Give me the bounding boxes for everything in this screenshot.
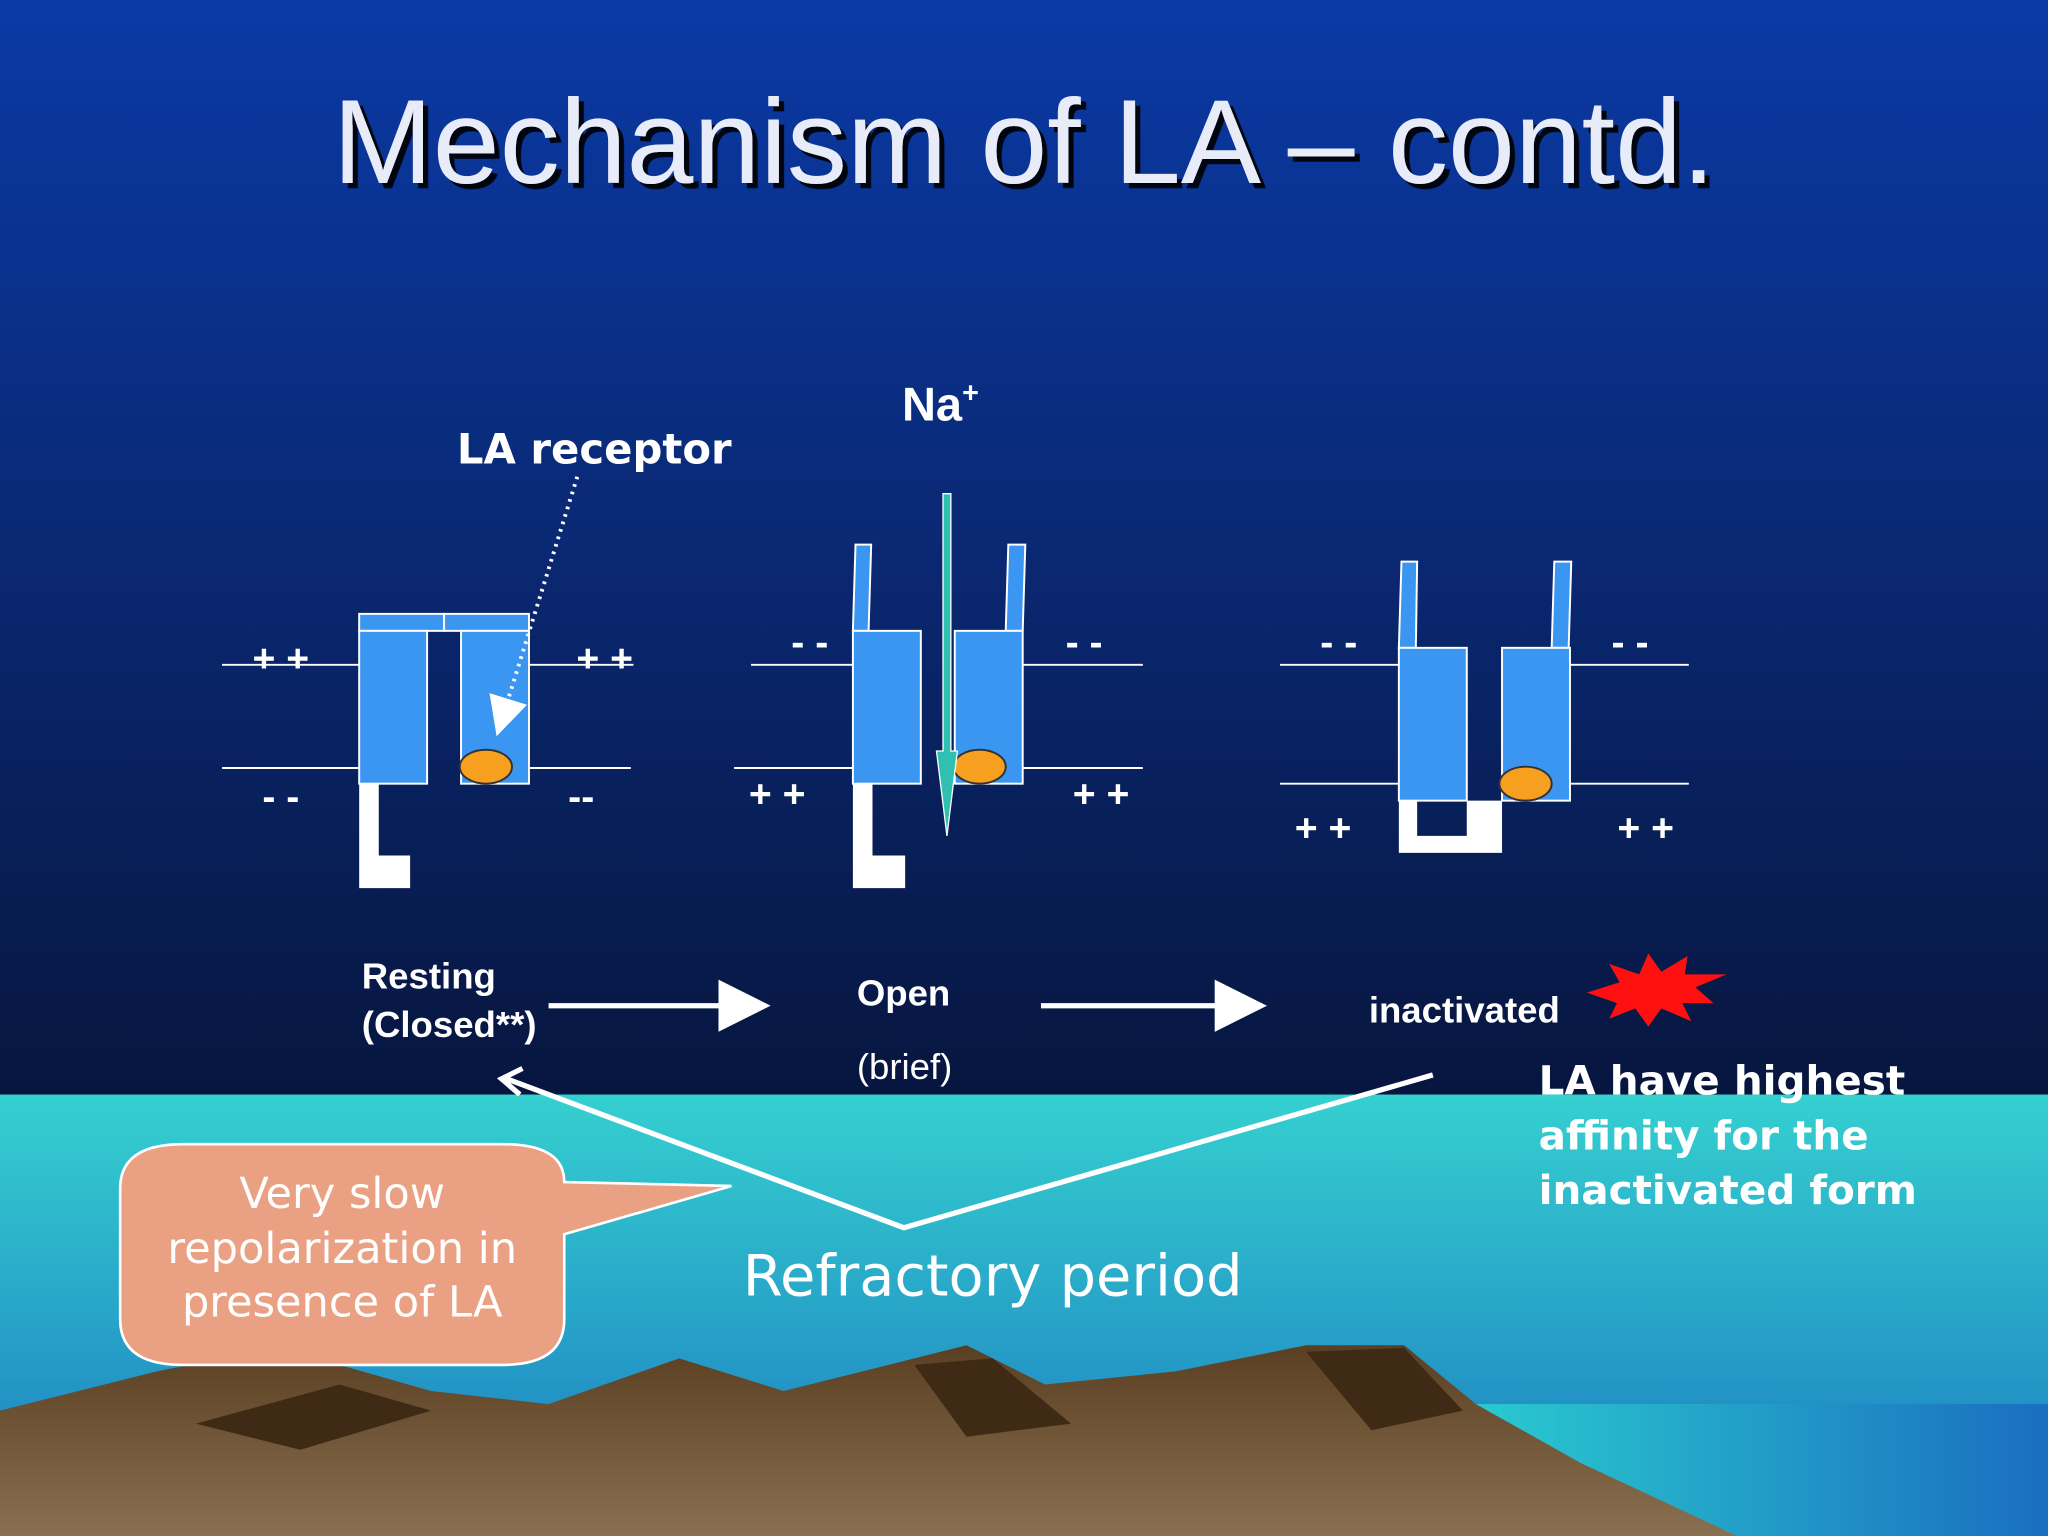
charge: + + bbox=[1295, 807, 1352, 850]
callout-text: Very slow repolarization in presence of … bbox=[167, 1169, 517, 1327]
charge: + + bbox=[1617, 807, 1674, 850]
bracket-arrowhead bbox=[496, 1066, 524, 1097]
callout-line: presence of LA bbox=[182, 1278, 503, 1328]
charge-labels: + + + + - - -- - - - - + + + + - - - - +… bbox=[252, 622, 1674, 850]
channel-wall bbox=[358, 629, 429, 785]
la-receptor-site bbox=[952, 748, 1007, 785]
ion-label: Na+ bbox=[902, 377, 979, 430]
inactivation-gate bbox=[1398, 800, 1503, 853]
state-label: Open bbox=[857, 973, 950, 1014]
ion-charge: + bbox=[962, 377, 979, 409]
affinity-line: inactivated form bbox=[1539, 1166, 1917, 1214]
la-receptor-site bbox=[1498, 765, 1553, 802]
inactivation-gate bbox=[852, 783, 906, 889]
gate-flap bbox=[1397, 560, 1419, 649]
gate-lid bbox=[443, 612, 530, 632]
gate-flap bbox=[1550, 560, 1573, 649]
affinity-line: LA have highest bbox=[1539, 1057, 1906, 1105]
refractory-bracket bbox=[505, 1072, 1434, 1231]
charge: - - bbox=[1320, 622, 1357, 665]
charge: - - bbox=[1066, 622, 1103, 665]
starburst bbox=[1586, 953, 1727, 1027]
channel-wall bbox=[1397, 646, 1468, 802]
inactivation-gate bbox=[359, 783, 411, 889]
mountain-shade bbox=[914, 1358, 1072, 1437]
state-label: Resting bbox=[362, 956, 496, 997]
la-receptor-site bbox=[458, 748, 513, 785]
channel-open bbox=[734, 493, 1143, 889]
mountain-shade bbox=[195, 1384, 432, 1450]
gate-lid bbox=[358, 612, 446, 632]
gate-flap bbox=[851, 543, 873, 632]
charge: + + bbox=[1073, 773, 1130, 816]
slide-title: Mechanism of LA – contd. bbox=[333, 75, 1716, 209]
charge: - - bbox=[1612, 622, 1649, 665]
charge: + + bbox=[576, 637, 633, 680]
mountains bbox=[0, 1345, 1738, 1536]
gate-flap bbox=[1004, 543, 1027, 632]
channel-resting bbox=[222, 612, 634, 889]
charge: - - bbox=[262, 776, 299, 819]
period-label: Refractory period bbox=[743, 1243, 1243, 1310]
ion-flow-arrow bbox=[935, 493, 959, 836]
charge: -- bbox=[568, 776, 594, 819]
channel-wall bbox=[851, 629, 922, 785]
mountain-shade bbox=[1306, 1347, 1463, 1431]
charge: + + bbox=[252, 637, 309, 680]
receptor-pointer bbox=[489, 476, 580, 737]
callout-line: repolarization in bbox=[167, 1224, 517, 1274]
state-label: inactivated bbox=[1369, 990, 1560, 1031]
charge: + + bbox=[749, 773, 806, 816]
callout-line: Very slow bbox=[239, 1169, 445, 1219]
ion-symbol: Na bbox=[902, 378, 963, 431]
charge: - - bbox=[791, 622, 828, 665]
affinity-line: affinity for the bbox=[1539, 1111, 1869, 1159]
callout-bubble bbox=[118, 1142, 732, 1367]
affinity-note: LA have highest affinity for the inactiv… bbox=[1539, 1057, 1917, 1215]
receptor-label: LA receptor bbox=[457, 425, 732, 474]
channel-inactivated bbox=[1280, 560, 1689, 853]
state-note: (brief) bbox=[857, 1046, 952, 1087]
state-note: (Closed**) bbox=[362, 1004, 537, 1045]
